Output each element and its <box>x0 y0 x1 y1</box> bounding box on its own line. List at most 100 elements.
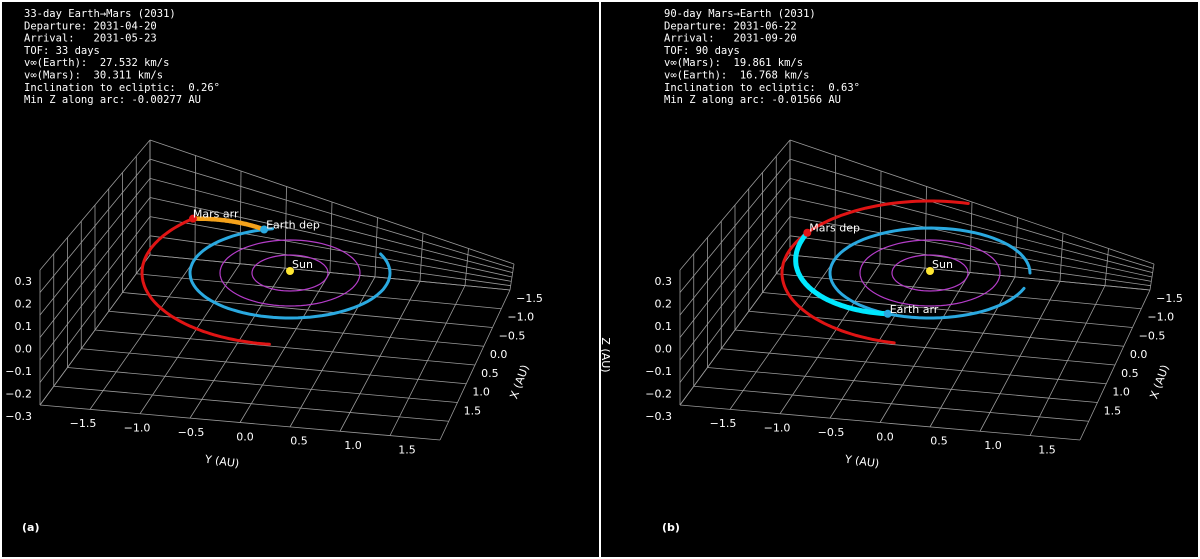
info-line: 90-day Mars→Earth (2031) <box>664 8 816 20</box>
grid-line <box>789 197 1153 278</box>
grid-line <box>149 216 512 282</box>
grid-line <box>389 285 466 436</box>
y-tick-label: −1.5 <box>710 417 737 430</box>
x-tick-label: 1.5 <box>464 404 482 417</box>
info-line: Departure: 2031-04-20 <box>24 20 157 32</box>
z-tick-label: −0.2 <box>645 388 672 401</box>
mars-orbit <box>140 217 271 346</box>
grid-line <box>789 254 1151 291</box>
info-line: 33-day Earth→Mars (2031) <box>24 8 176 20</box>
z-tick-label: −0.3 <box>645 410 672 423</box>
grid-line <box>39 235 151 383</box>
grid-line <box>789 216 1152 282</box>
grid-line <box>81 348 467 385</box>
info-line: Arrival: 2031-05-23 <box>24 33 157 45</box>
earth-orbit <box>828 226 1032 320</box>
grid-line <box>679 404 1081 441</box>
y-tick-label: −0.5 <box>178 426 205 439</box>
y-tick-label: 0.5 <box>930 435 948 448</box>
grid-line <box>693 385 1089 422</box>
start-marker <box>803 228 812 237</box>
info-line: Departure: 2031-06-22 <box>664 20 797 32</box>
grid-line <box>149 254 511 291</box>
info-line: TOF: 33 days <box>24 45 100 57</box>
y-tick-label: −1.0 <box>124 422 151 435</box>
grid-line <box>94 329 476 366</box>
grid-line <box>67 367 458 403</box>
end-label: Earth arr <box>890 303 939 316</box>
x-tick-label: −0.5 <box>499 329 526 342</box>
grid-line <box>734 329 1116 366</box>
grid-line <box>39 197 151 338</box>
info-line: Inclination to ecliptic: 0.26° <box>24 82 220 94</box>
z-tick-label: −0.1 <box>645 365 672 378</box>
grid-line <box>929 276 1016 428</box>
grid-line <box>979 281 1061 432</box>
y-tick-label: 1.0 <box>984 439 1002 452</box>
x-tick-label: −0.5 <box>1139 329 1166 342</box>
sun-label: Sun <box>932 258 953 271</box>
z-tick-label: 0.3 <box>15 275 33 288</box>
x-tick-label: 1.0 <box>472 386 490 399</box>
z-tick-label: 0.1 <box>655 320 673 333</box>
mercury-orbit <box>251 254 329 292</box>
x-tick-label: −1.0 <box>507 311 534 324</box>
grid-line <box>53 385 449 422</box>
grid-line <box>339 281 421 432</box>
grid-line <box>679 139 791 271</box>
x-tick-label: 0.5 <box>1121 367 1139 380</box>
info-line: TOF: 90 days <box>664 45 740 57</box>
grid-line <box>789 235 1151 287</box>
panel: −1.5 −1.0 −0.5 0.0 0.5 1.0 1.5 −1.5 −1.0 −0.5 0.0 0… <box>5 8 543 534</box>
y-tick-label: 0.5 <box>290 435 308 448</box>
z-tick-label: 0.2 <box>15 298 33 311</box>
grid-line <box>679 254 791 406</box>
z-tick-label: 0.0 <box>15 343 33 356</box>
grid-line <box>149 235 511 287</box>
x-tick-label: −1.5 <box>516 292 543 305</box>
grid-line <box>679 216 791 361</box>
info-line: Inclination to ecliptic: 0.63° <box>664 82 860 94</box>
grid-line <box>721 348 1107 385</box>
grid-line <box>39 404 441 441</box>
grid-line <box>39 139 151 271</box>
panel-label: (a) <box>22 521 39 534</box>
x-tick-label: 1.5 <box>1104 404 1122 417</box>
y-tick-label: 0.0 <box>236 430 254 443</box>
grid-line <box>289 276 376 428</box>
sun <box>926 267 934 275</box>
grid-line <box>149 139 515 265</box>
grid-line <box>1079 289 1151 441</box>
sun <box>286 267 294 275</box>
x-tick-label: 0.5 <box>481 367 499 380</box>
info-line: v∞(Mars): 30.311 km/s <box>24 70 163 82</box>
z-tick-label: 0.0 <box>655 343 673 356</box>
grid-line <box>1029 285 1106 436</box>
info-line: v∞(Mars): 19.861 km/s <box>664 57 803 69</box>
z-tick-label: −0.3 <box>5 410 32 423</box>
grid-line <box>39 216 151 361</box>
y-tick-label: −1.0 <box>764 422 791 435</box>
end-marker <box>883 309 892 318</box>
grid-line <box>439 289 511 441</box>
earth-orbit <box>188 227 392 320</box>
grid-line <box>149 158 514 269</box>
grid-line <box>789 139 1155 265</box>
y-axis-label: Y (AU) <box>843 453 880 471</box>
venus-orbit <box>219 239 361 307</box>
y-tick-label: 0.0 <box>876 430 894 443</box>
grid-line <box>39 158 151 293</box>
grid-line <box>679 158 791 293</box>
grid-line <box>707 367 1098 403</box>
info-line: Min Z along arc: -0.01566 AU <box>664 94 841 106</box>
z-tick-label: 0.1 <box>15 320 33 333</box>
grid-line <box>679 178 791 316</box>
end-label: Mars arr <box>193 208 239 221</box>
info-line: v∞(Earth): 16.768 km/s <box>664 70 809 82</box>
info-line: v∞(Earth): 27.532 km/s <box>24 57 169 69</box>
z-tick-label: 0.2 <box>655 298 673 311</box>
y-tick-label: 1.5 <box>1038 443 1056 456</box>
z-tick-label: −0.2 <box>5 388 32 401</box>
start-label: Earth dep <box>266 219 320 232</box>
